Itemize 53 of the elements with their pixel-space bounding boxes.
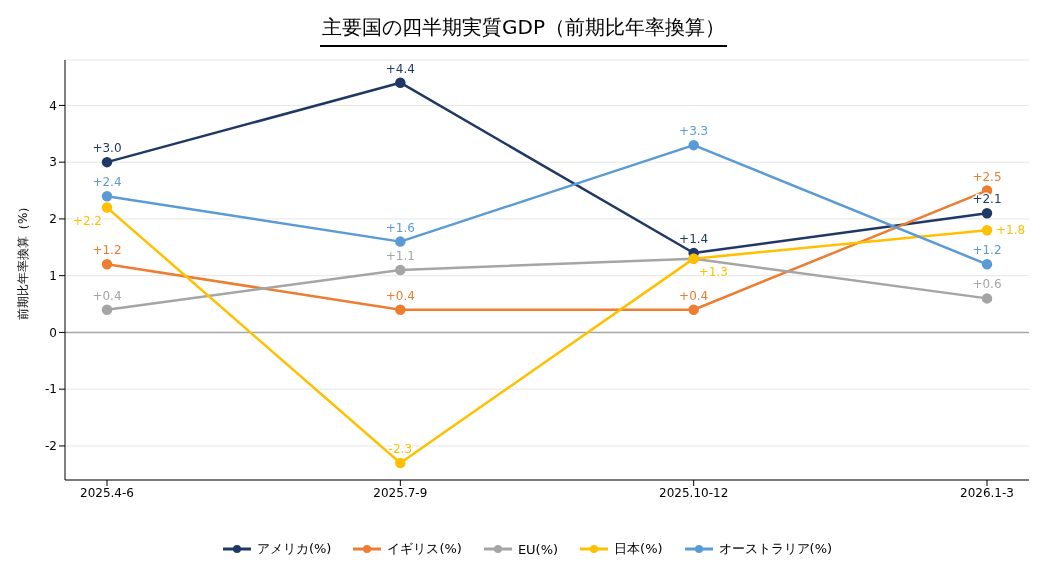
y-tick-label: 0 (49, 325, 57, 340)
point (981, 207, 993, 219)
legend-label: イギリス(%) (387, 540, 462, 558)
y-tick-label: 4 (49, 98, 57, 113)
data-label: +3.0 (92, 141, 122, 156)
legend-label: EU(%) (517, 541, 559, 557)
point (688, 304, 699, 315)
point (981, 225, 993, 236)
data-label: +1.4 (679, 231, 709, 246)
data-label: +0.4 (385, 288, 415, 303)
data-label: +2.4 (92, 175, 122, 190)
point (101, 304, 113, 315)
x-tick-label: 2026.1-3 (960, 485, 1014, 500)
y-tick-label: 1 (49, 268, 57, 283)
point (688, 139, 699, 151)
data-label: +1.3 (698, 264, 728, 279)
chart-title: 主要国の四半期実質GDP（前期比年率換算） (320, 8, 727, 47)
x-tick-label: 2025.10-12 (659, 485, 729, 500)
point (395, 457, 406, 469)
y-tick-label: -2 (45, 439, 57, 454)
legend-label: アメリカ(%) (256, 540, 332, 558)
point (981, 259, 993, 270)
x-tick-label: 2025.4-6 (80, 485, 134, 500)
point (395, 264, 406, 276)
point (101, 259, 113, 270)
data-label: +4.4 (385, 61, 415, 76)
data-label: +2.1 (972, 192, 1002, 207)
data-label: +1.6 (385, 220, 415, 235)
point (395, 236, 406, 247)
data-label: +2.5 (972, 169, 1002, 184)
point (981, 293, 993, 304)
data-label: +1.8 (996, 223, 1026, 238)
data-label: +0.4 (92, 288, 122, 303)
data-label: +1.1 (385, 249, 415, 263)
data-label: +1.2 (972, 243, 1002, 258)
legend-label: 日本(%) (614, 540, 663, 558)
point (395, 304, 406, 315)
y-axis-title: 前期比年率換算（%） (16, 200, 31, 320)
point (101, 190, 113, 202)
x-tick-label: 2025.7-9 (373, 485, 428, 500)
y-tick-label: 3 (49, 155, 57, 170)
data-label: +1.2 (92, 243, 122, 258)
data-label: +3.3 (679, 124, 709, 139)
point (395, 77, 406, 88)
y-tick-label: -1 (45, 382, 57, 397)
data-label: +0.4 (679, 288, 709, 303)
data-label: -2.3 (388, 441, 413, 456)
y-tick-label: 2 (49, 212, 57, 227)
data-label: +2.2 (72, 213, 102, 228)
data-label: +0.6 (972, 277, 1002, 292)
legend-label: オーストラリア(%) (718, 540, 833, 558)
point (101, 202, 113, 213)
point (101, 156, 113, 168)
